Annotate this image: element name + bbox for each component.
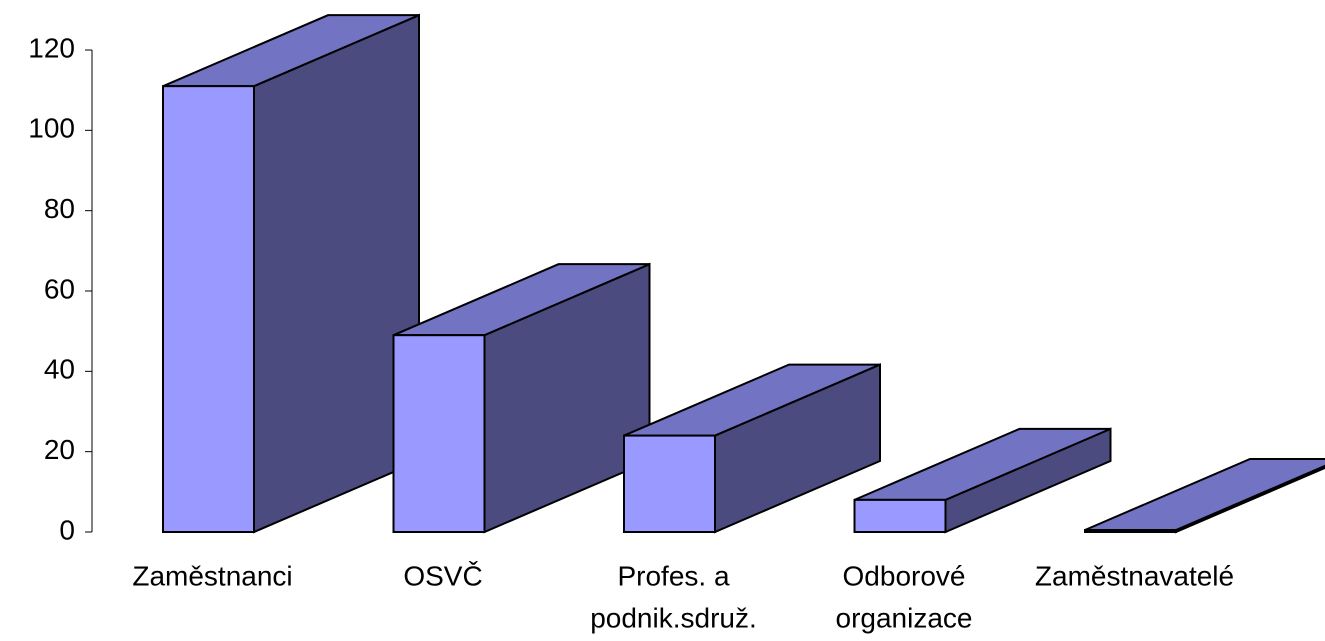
bar xyxy=(392,334,486,533)
y-tick-label: 100 xyxy=(28,113,75,144)
x-tick-label: Odborové xyxy=(843,560,966,591)
y-tick-label: 40 xyxy=(44,354,75,385)
x-tick-label: podnik.sdruž. xyxy=(590,602,757,633)
x-tick-label: organizace xyxy=(836,602,973,633)
y-tick-label: 0 xyxy=(59,514,75,545)
bar xyxy=(1084,528,1177,533)
y-tick-label: 80 xyxy=(44,193,75,224)
y-tick-label: 120 xyxy=(28,32,75,63)
bar xyxy=(623,434,716,534)
y-tick-label: 20 xyxy=(44,434,75,465)
x-tick-label: Zaměstnavatelé xyxy=(1035,560,1234,591)
y-tick-label: 60 xyxy=(44,273,75,304)
bar xyxy=(162,85,255,534)
x-tick-label: Profes. a xyxy=(617,560,729,591)
bar xyxy=(853,498,947,534)
x-tick-label: Zaměstnanci xyxy=(132,560,292,591)
x-tick-label: OSVČ xyxy=(403,560,482,591)
